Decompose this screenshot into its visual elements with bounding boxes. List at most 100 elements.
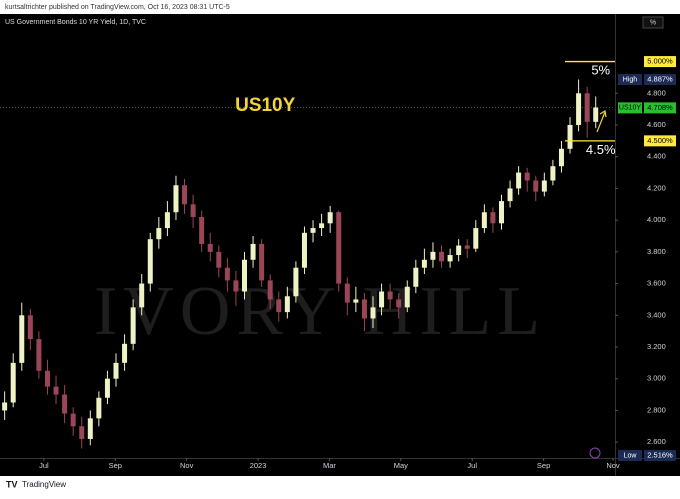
candle-body — [2, 402, 8, 411]
candle-body — [567, 125, 573, 149]
candle-body — [310, 228, 316, 233]
candle-body — [224, 267, 230, 281]
candle-body — [524, 172, 530, 181]
candle-body — [413, 267, 419, 287]
x-tick-label: Nov — [606, 461, 620, 470]
candle-body — [370, 307, 376, 319]
x-tick-label: 2023 — [250, 461, 267, 470]
y-tick-label: 3.000 — [647, 374, 666, 383]
header-text: kurtsaltrichter published on TradingView… — [5, 4, 230, 11]
y-tick-label: 3.200 — [647, 342, 666, 351]
candle-body — [242, 259, 248, 292]
candle-body — [293, 267, 299, 297]
x-tick-label: Nov — [180, 461, 194, 470]
x-tick-label: Mar — [323, 461, 336, 470]
candle-body — [199, 216, 205, 244]
price-tag-label: 5.000% — [647, 57, 673, 66]
candle-body — [139, 283, 145, 308]
candle-body — [53, 386, 59, 395]
candle-body — [276, 299, 282, 313]
price-tag — [644, 135, 676, 147]
y-tick-label: 4.200 — [647, 183, 666, 192]
price-tag-label: 2.516% — [647, 450, 673, 459]
candle-body — [113, 362, 119, 379]
candle-body — [464, 245, 470, 249]
candle-body — [233, 280, 239, 292]
candle-body — [327, 212, 333, 224]
arrow-head — [599, 110, 607, 118]
candle-body — [421, 259, 427, 268]
candle-body — [336, 212, 342, 284]
y-tick-label: 2.800 — [647, 405, 666, 414]
tag-name-box — [618, 73, 642, 85]
candle-body — [507, 188, 513, 202]
candle-body — [79, 426, 85, 439]
price-tag — [644, 56, 676, 68]
header-bar — [0, 0, 680, 14]
tag-name: Low — [624, 452, 638, 459]
annotation: 5% — [591, 63, 610, 78]
candle-body — [533, 180, 539, 192]
candle-body — [481, 212, 487, 229]
candle-body — [516, 172, 522, 189]
candle-body — [379, 291, 385, 308]
footer-logo: TV — [6, 479, 18, 489]
candle-body — [130, 307, 136, 344]
candle-body — [550, 166, 556, 181]
tag-name: US10Y — [619, 105, 642, 112]
price-tag — [644, 449, 676, 461]
x-tick-label: Jul — [39, 461, 49, 470]
candle-body — [190, 204, 196, 217]
candle-body — [593, 107, 599, 122]
candle-body — [558, 148, 564, 167]
candle-body — [122, 343, 128, 363]
candle-body — [584, 93, 590, 122]
candle-body — [182, 185, 188, 205]
price-tag-label: 4.708% — [647, 103, 673, 112]
candle-body — [541, 180, 547, 192]
watermark-group: IVORY HILL — [94, 273, 546, 350]
y-tick-label: 4.400 — [647, 152, 666, 161]
candle-body — [576, 93, 582, 125]
y-tick-label: 3.800 — [647, 247, 666, 256]
candle-body — [27, 315, 33, 340]
candle-body — [404, 286, 410, 308]
candle-body — [216, 251, 222, 268]
candle-body — [259, 243, 265, 281]
candle-body — [473, 228, 479, 249]
candle-body — [387, 291, 393, 300]
candle-body — [353, 299, 359, 303]
chart-title: US Government Bonds 10 YR Yield, 1D, TVC — [5, 19, 146, 26]
candle-body — [147, 239, 153, 284]
y-tick-label: 4.600 — [647, 120, 666, 129]
icon[interactable] — [589, 447, 601, 459]
candle-body — [430, 251, 436, 260]
price-tag — [644, 102, 676, 114]
x-tick-label: Sep — [109, 461, 122, 470]
y-tick-label: 4.800 — [647, 88, 666, 97]
candle-body — [19, 315, 25, 363]
candle-body — [156, 228, 162, 240]
tag-name-box — [618, 102, 642, 114]
tag-name: High — [623, 76, 638, 83]
candle-body — [164, 212, 170, 229]
watermark: IVORY HILL — [94, 273, 546, 350]
candle-body — [87, 418, 93, 439]
candle-body — [36, 339, 42, 371]
price-tag-label: 4.887% — [647, 74, 673, 83]
candle-body — [439, 251, 445, 262]
candle-body — [361, 299, 367, 319]
candle-body — [284, 296, 290, 313]
footer-text: TradingView — [22, 480, 66, 489]
candle-body — [319, 223, 325, 229]
footer-bar — [0, 476, 680, 494]
candle-body — [498, 201, 504, 224]
candle-body — [456, 245, 462, 256]
candle-body — [250, 243, 256, 260]
candle-body — [344, 283, 350, 303]
x-tick-label: May — [394, 461, 408, 470]
arrow — [596, 111, 606, 133]
candle-body — [96, 397, 102, 419]
